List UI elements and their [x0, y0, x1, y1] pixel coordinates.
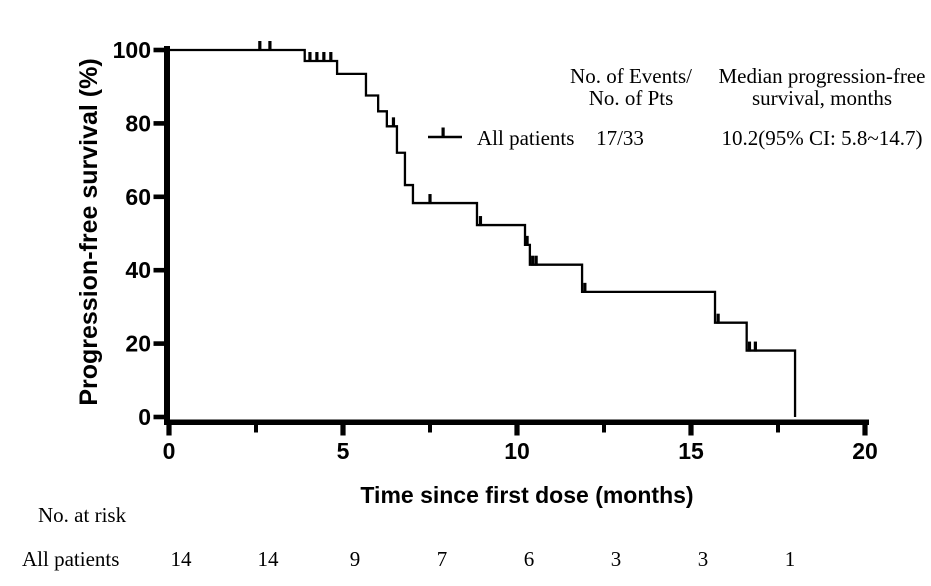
y-tick — [153, 341, 165, 346]
km-curve-all-patients — [169, 48, 797, 417]
y-tick — [153, 267, 165, 273]
x-minor-tick — [254, 424, 258, 433]
x-tick — [688, 424, 694, 436]
censor-mark — [531, 255, 535, 266]
legend-events-value: 17/33 — [596, 126, 644, 150]
y-tick — [153, 414, 165, 420]
censor-mark — [322, 52, 326, 63]
legend-events-header-line2: No. of Pts — [589, 86, 674, 110]
x-tick — [340, 424, 346, 436]
risk-table-row-label: All patients — [22, 547, 119, 571]
censor-mark — [268, 41, 272, 51]
x-tick-label: 5 — [337, 438, 350, 464]
y-tick-label: 60 — [125, 184, 151, 210]
risk-count: 7 — [437, 547, 448, 571]
x-minor-tick — [776, 424, 780, 433]
x-tick-label: 10 — [504, 438, 530, 464]
x-tick-label: 0 — [163, 438, 176, 464]
censor-mark — [716, 313, 720, 324]
censor-mark — [315, 52, 319, 63]
y-axis-line — [164, 46, 170, 425]
censor-mark — [329, 52, 333, 63]
risk-count: 6 — [524, 547, 535, 571]
x-tick-label: 20 — [852, 438, 878, 464]
y-tick-label: 100 — [113, 37, 151, 63]
legend-median-header-line2: survival, months — [752, 86, 892, 110]
y-tick-label: 20 — [125, 331, 151, 357]
censor-mark — [525, 235, 529, 246]
risk-count: 9 — [350, 547, 361, 571]
y-tick-label: 80 — [125, 110, 151, 136]
y-tick — [153, 47, 165, 53]
censor-mark — [308, 52, 312, 63]
risk-count: 14 — [258, 547, 280, 571]
x-minor-tick — [602, 424, 606, 433]
x-minor-tick — [428, 424, 432, 433]
legend-median-header-line1: Median progression-free — [718, 64, 925, 88]
censor-mark — [428, 194, 432, 205]
x-axis-line — [164, 419, 869, 425]
risk-count: 1 — [785, 547, 796, 571]
censor-mark — [583, 282, 587, 293]
x-tick — [514, 424, 520, 436]
censor-mark — [258, 41, 262, 51]
y-axis-title: Progression-free survival (%) — [75, 58, 103, 405]
censor-mark — [753, 341, 757, 352]
y-tick — [153, 121, 165, 126]
risk-count: 3 — [611, 547, 622, 571]
legend-events-header-line1: No. of Events/ — [570, 64, 692, 88]
censor-mark — [478, 216, 483, 227]
censor-mark — [747, 341, 752, 352]
risk-count: 14 — [171, 547, 193, 571]
legend-series-label: All patients — [477, 126, 574, 150]
x-axis-title: Time since first dose (months) — [360, 482, 693, 508]
x-tick — [166, 424, 172, 436]
risk-count: 3 — [698, 547, 709, 571]
legend-marker-all-patients — [428, 127, 462, 139]
generated-layer: 0 20 40 60 80 100 0 5 10 15 20 14 14 9 7 6 3 3 1 — [113, 37, 878, 571]
censor-mark — [534, 255, 538, 266]
x-tick — [862, 424, 868, 436]
risk-table-title: No. at risk — [38, 503, 127, 527]
x-tick-label: 15 — [678, 438, 704, 464]
legend-median-value: 10.2(95% CI: 5.8~14.7) — [722, 126, 923, 150]
y-tick — [153, 194, 165, 200]
y-tick-label: 0 — [138, 404, 151, 430]
censor-mark — [391, 117, 396, 128]
y-tick-label: 40 — [125, 257, 151, 283]
